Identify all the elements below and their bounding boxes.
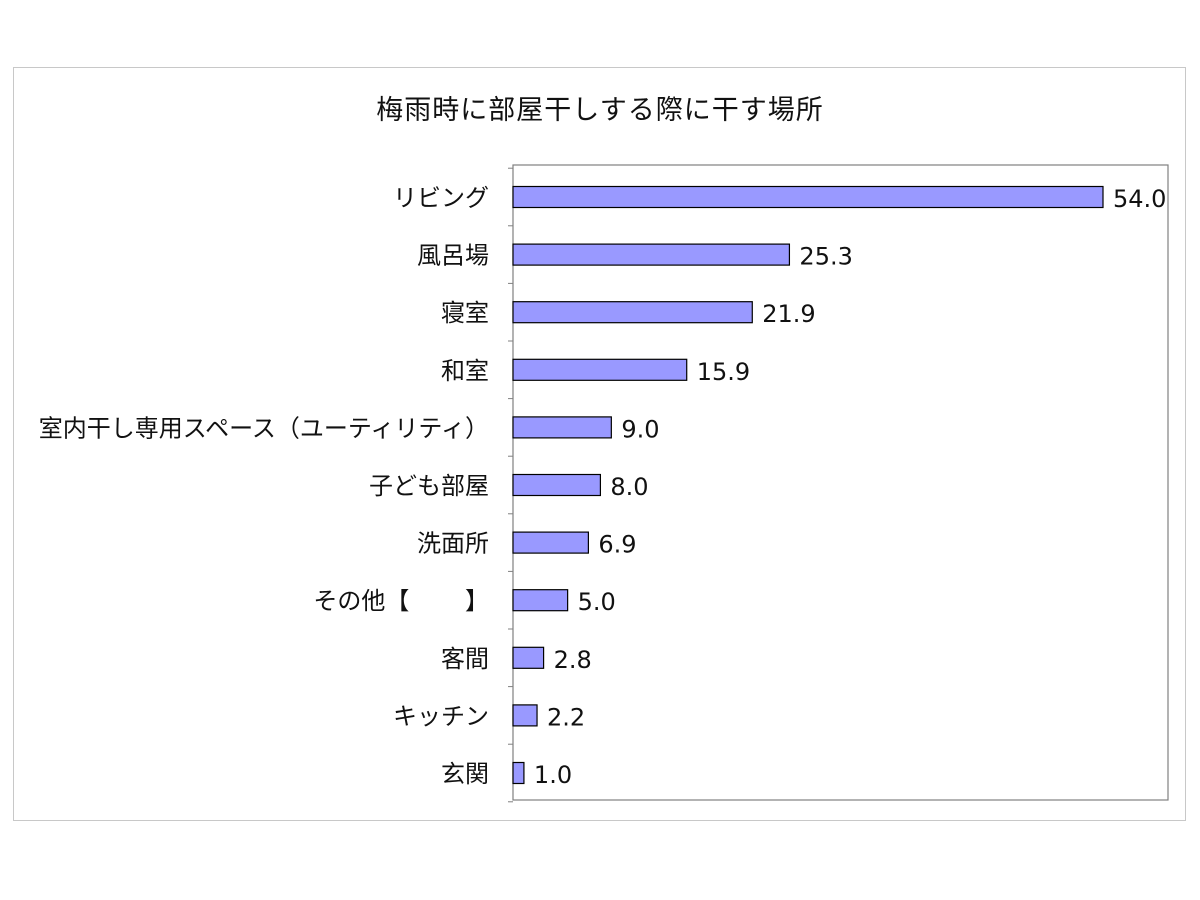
- category-label: 客間: [441, 645, 489, 673]
- category-label: 洗面所: [417, 530, 489, 558]
- bar: [512, 531, 589, 554]
- bar: [512, 243, 791, 266]
- value-label: 1.0: [534, 761, 572, 789]
- bar: [512, 473, 602, 497]
- value-label: 6.9: [598, 531, 636, 559]
- category-label: 和室: [441, 357, 489, 385]
- value-label: 2.8: [554, 646, 592, 674]
- value-label: 25.3: [799, 243, 852, 271]
- bar: [512, 301, 753, 324]
- bar: [512, 589, 569, 612]
- category-label: キッチン: [393, 702, 489, 730]
- value-label: 21.9: [762, 300, 815, 328]
- bar: [512, 185, 1104, 209]
- bar: [512, 358, 688, 381]
- category-label: リビング: [393, 184, 489, 212]
- chart-title: 梅雨時に部屋干しする際に干す場所: [376, 95, 824, 126]
- bar: [512, 761, 525, 785]
- category-label: その他【 】: [313, 587, 489, 615]
- category-label: 寝室: [441, 299, 489, 327]
- bar: [512, 704, 538, 727]
- value-label: 2.2: [547, 703, 585, 731]
- value-label: 8.0: [610, 473, 648, 501]
- value-label: 9.0: [621, 415, 659, 443]
- category-label: 玄関: [441, 760, 489, 788]
- value-label: 5.0: [578, 588, 616, 616]
- value-label: 15.9: [697, 358, 750, 386]
- category-label: 室内干し専用スペース（ユーティリティ）: [39, 414, 489, 442]
- category-label: 子ども部屋: [369, 472, 489, 500]
- bar: [512, 646, 545, 669]
- bar: [512, 416, 612, 439]
- category-label: 風呂場: [417, 242, 489, 270]
- value-label: 54.0: [1113, 185, 1166, 213]
